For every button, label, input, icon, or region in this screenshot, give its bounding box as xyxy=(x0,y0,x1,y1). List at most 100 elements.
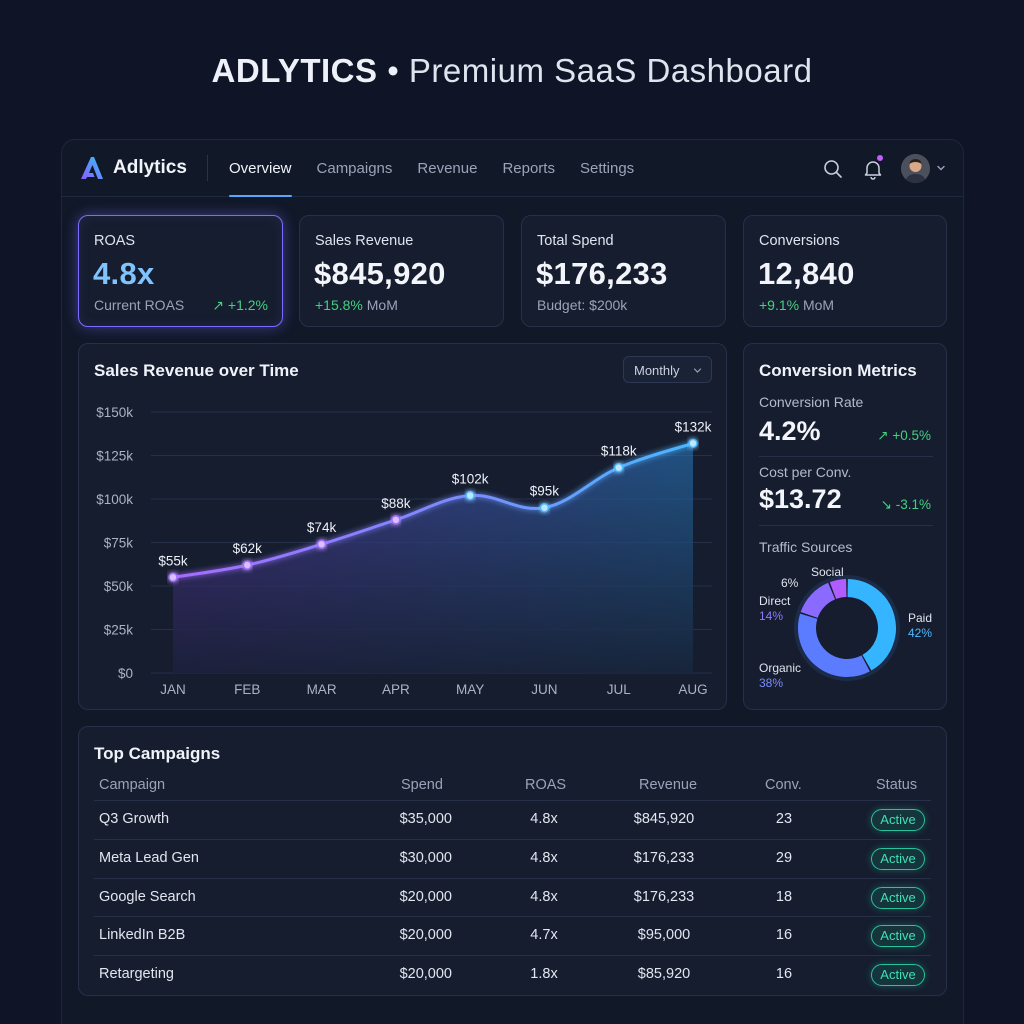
table-title: Top Campaigns xyxy=(94,744,221,763)
cell-revenue: $845,920 xyxy=(633,811,695,827)
y-tick-label: $0 xyxy=(118,666,133,681)
metrics-title: Conversion Metrics xyxy=(759,361,917,380)
cell-campaign[interactable]: Retargeting xyxy=(99,966,174,983)
donut-label-social-pct: 6% xyxy=(781,576,799,590)
data-point[interactable] xyxy=(316,539,327,549)
data-point[interactable] xyxy=(688,438,698,449)
data-label: $62k xyxy=(233,541,263,556)
chevron-down-icon[interactable] xyxy=(935,162,947,174)
conversion-rate-label: Conversion Rate xyxy=(759,394,864,410)
row-divider xyxy=(94,838,931,840)
donut-slice-direct[interactable] xyxy=(800,582,836,619)
cell-roas: 4.8x xyxy=(530,888,558,905)
donut-slice-organic[interactable] xyxy=(798,613,870,677)
cell-revenue: $85,920 xyxy=(637,966,691,983)
cell-spend: $20,000 xyxy=(399,966,452,983)
divider xyxy=(207,155,208,181)
donut-label-organic: Organic 38% xyxy=(759,661,801,691)
nav-revenue[interactable]: Revenue xyxy=(417,160,478,177)
kpi-value: 4.8x xyxy=(93,256,155,291)
cell-spend: $20,000 xyxy=(399,927,452,944)
period-dropdown[interactable]: Monthly xyxy=(623,356,712,383)
nav-overview[interactable]: Overview xyxy=(229,140,292,197)
cell-conv: 18 xyxy=(775,888,793,905)
kpi-label: Sales Revenue xyxy=(315,233,414,249)
cell-revenue: $176,233 xyxy=(633,888,695,905)
cost-per-conv-value: $13.72 xyxy=(759,484,842,514)
data-point[interactable] xyxy=(168,572,178,583)
data-point[interactable] xyxy=(465,490,475,501)
nav-reports[interactable]: Reports xyxy=(502,160,555,177)
kpi-delta: +9.1% xyxy=(759,297,800,313)
column-header-conv[interactable]: Conv. xyxy=(765,777,802,793)
column-header-revenue[interactable]: Revenue xyxy=(639,777,698,793)
data-label: $95k xyxy=(530,484,560,499)
avatar[interactable] xyxy=(901,154,930,183)
cell-roas: 4.8x xyxy=(530,811,558,827)
heading-subtitle: Premium SaaS Dashboard xyxy=(408,52,813,89)
kpi-value: 12,840 xyxy=(758,256,855,291)
kpi-delta: ↗ +1.2% xyxy=(212,297,268,313)
status-badge: Active xyxy=(871,964,925,987)
conversion-rate-delta: ↗ +0.5% xyxy=(877,428,931,443)
cell-campaign[interactable]: Q3 Growth xyxy=(99,811,170,827)
x-tick-label: MAR xyxy=(307,682,337,697)
kpi-value: $176,233 xyxy=(536,256,668,291)
cell-spend: $20,000 xyxy=(399,888,452,905)
conversion-rate-value: 4.2% xyxy=(759,416,821,446)
divider xyxy=(759,456,933,457)
data-point[interactable] xyxy=(391,515,401,525)
kpi-delta-suffix: MoM xyxy=(362,297,398,313)
kpi-sub: Budget: $200k xyxy=(537,297,628,313)
cell-campaign[interactable]: Google Search xyxy=(99,888,196,905)
data-point[interactable] xyxy=(613,462,624,473)
donut-label-direct-name: Direct xyxy=(759,594,791,608)
bell-icon[interactable] xyxy=(862,158,884,180)
row-divider xyxy=(94,800,931,801)
donut-label-paid: Paid 42% xyxy=(908,611,932,641)
cost-per-conv-label: Cost per Conv. xyxy=(759,464,852,480)
nav-campaigns[interactable]: Campaigns xyxy=(316,160,393,177)
cell-spend: $35,000 xyxy=(399,811,452,827)
donut-label-paid-name: Paid xyxy=(908,611,933,625)
cell-roas: 4.8x xyxy=(530,849,558,866)
heading-separator: • xyxy=(387,52,400,89)
cell-revenue: $95,000 xyxy=(637,927,691,944)
donut-glow xyxy=(794,575,900,681)
x-tick-label: FEB xyxy=(234,682,260,697)
cell-spend: $30,000 xyxy=(399,849,452,866)
row-divider xyxy=(94,916,931,918)
chevron-down-icon xyxy=(693,368,702,373)
kpi-delta-suffix: MoM xyxy=(799,297,835,313)
kpi-conversions[interactable]: Conversions 12,840 +9.1% MoM xyxy=(743,215,947,327)
y-tick-label: $125k xyxy=(96,449,133,464)
y-tick-label: $100k xyxy=(96,492,133,507)
y-tick-label: $50k xyxy=(104,579,134,594)
kpi-total-spend[interactable]: Total Spend $176,233 Budget: $200k xyxy=(521,215,726,327)
donut-label-direct-pct: 14% xyxy=(759,609,784,623)
logo-text[interactable]: Adlytics xyxy=(113,157,187,178)
column-header-campaign[interactable]: Campaign xyxy=(99,777,166,793)
column-header-spend[interactable]: Spend xyxy=(401,777,443,793)
nav-settings[interactable]: Settings xyxy=(579,160,635,177)
column-header-roas[interactable]: ROAS xyxy=(525,777,567,793)
cell-conv: 23 xyxy=(775,811,793,827)
divider xyxy=(759,525,933,526)
data-point[interactable] xyxy=(539,502,550,513)
column-header-status[interactable]: Status xyxy=(876,777,918,793)
kpi-sales-revenue[interactable]: Sales Revenue $845,920 +15.8% MoM xyxy=(299,215,504,327)
search-icon[interactable] xyxy=(822,158,844,180)
cell-campaign[interactable]: LinkedIn B2B xyxy=(99,927,186,944)
traffic-sources-donut xyxy=(794,575,900,681)
donut-slice-social[interactable] xyxy=(829,579,847,600)
kpi-roas[interactable]: ROAS 4.8x Current ROAS ↗ +1.2% xyxy=(78,215,283,327)
donut-slice-paid[interactable] xyxy=(847,579,896,671)
x-tick-label: APR xyxy=(382,682,410,697)
data-point[interactable] xyxy=(242,560,253,570)
donut-label-paid-pct: 42% xyxy=(908,626,933,640)
kpi-sub: +15.8% MoM xyxy=(315,297,398,313)
cell-campaign[interactable]: Meta Lead Gen xyxy=(99,849,199,866)
donut-label-direct: Direct 14% xyxy=(759,594,790,624)
kpi-label: Total Spend xyxy=(537,233,614,249)
traffic-sources-title: Traffic Sources xyxy=(759,539,853,555)
